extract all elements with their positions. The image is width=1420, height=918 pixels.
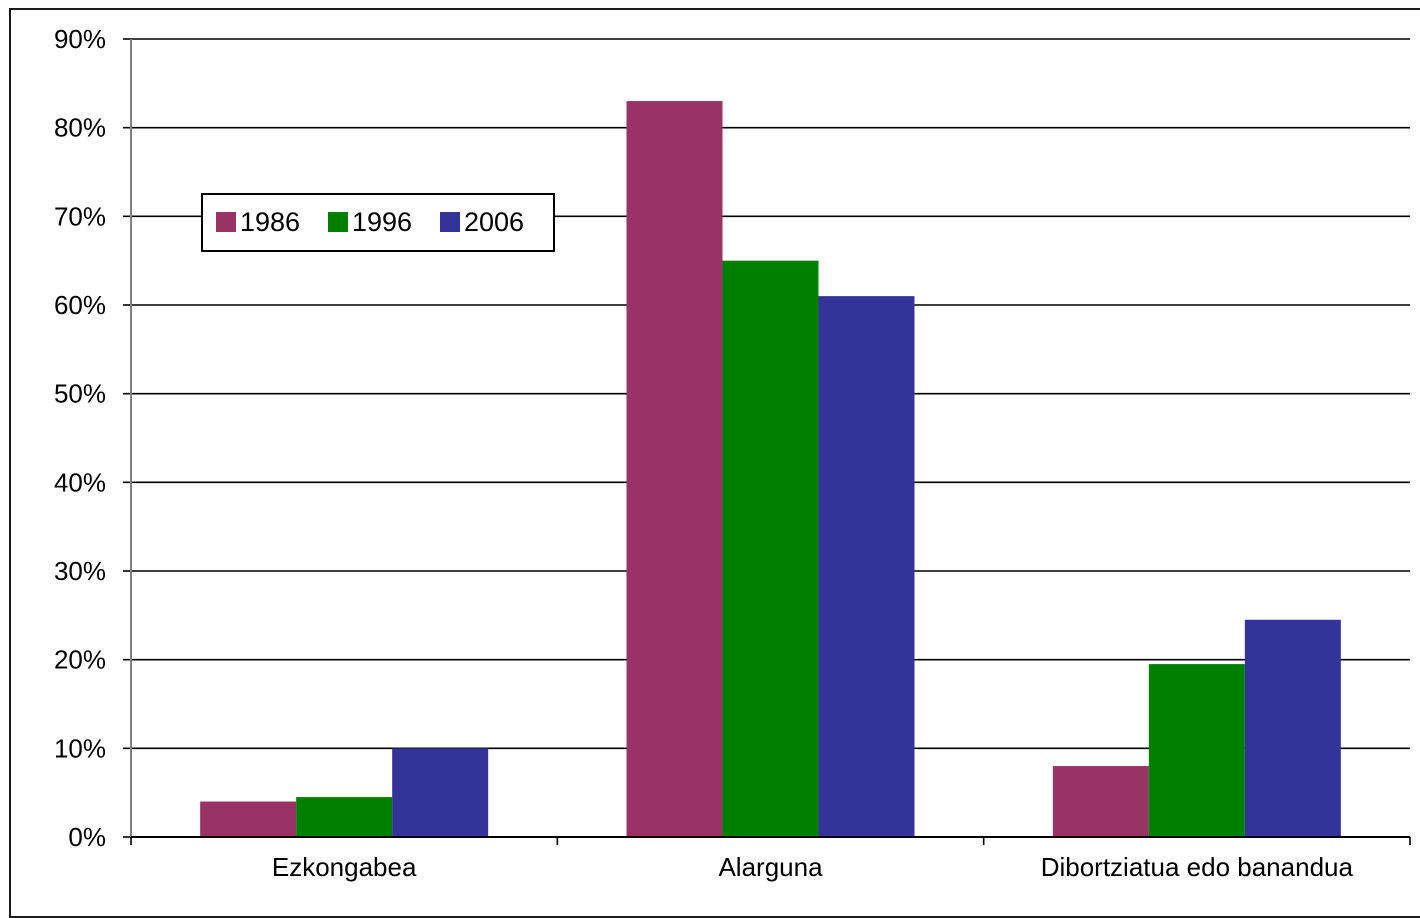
y-tick-label: 60% — [54, 290, 106, 320]
legend-label: 1986 — [240, 207, 300, 237]
y-tick-label: 40% — [54, 467, 106, 497]
y-tick-label: 30% — [54, 556, 106, 586]
legend-box — [201, 193, 555, 252]
bar-1986-1 — [626, 101, 723, 838]
bars — [200, 101, 1341, 838]
axes — [123, 38, 1411, 845]
x-tick-label: Ezkongabea — [272, 852, 417, 882]
legend-label: 1996 — [352, 207, 412, 237]
y-tick-label: 0% — [68, 822, 106, 852]
bar-2006-0 — [392, 748, 489, 837]
legend-swatch-1986 — [216, 212, 236, 232]
y-tick-label: 10% — [54, 733, 106, 763]
y-tick-label: 20% — [54, 645, 106, 675]
bar-2006-2 — [1244, 619, 1341, 837]
bar-2006-1 — [818, 296, 915, 838]
legend: 1986 1996 2006 — [201, 193, 555, 252]
y-tick-label: 90% — [54, 24, 106, 54]
x-tick-label: Alarguna — [718, 852, 823, 882]
y-tick-labels: 0% 10% 20% 30% 40% 50% 60% 70% 80% 90% — [54, 24, 106, 852]
bar-1996-2 — [1148, 664, 1245, 837]
legend-swatch-1996 — [328, 212, 348, 232]
bar-1986-2 — [1052, 766, 1149, 837]
x-tick-labels: Ezkongabea Alarguna Dibortziatua edo banan… — [272, 852, 1354, 882]
y-tick-label: 70% — [54, 201, 106, 231]
legend-swatch-2006 — [440, 212, 460, 232]
bar-1996-1 — [722, 260, 819, 838]
x-tick-label: Dibortziatua edo banandua — [1041, 852, 1354, 882]
legend-label: 2006 — [464, 207, 524, 237]
bar-1996-0 — [296, 797, 393, 837]
y-tick-label: 80% — [54, 113, 106, 143]
bar-1986-0 — [200, 801, 297, 837]
y-tick-label: 50% — [54, 379, 106, 409]
